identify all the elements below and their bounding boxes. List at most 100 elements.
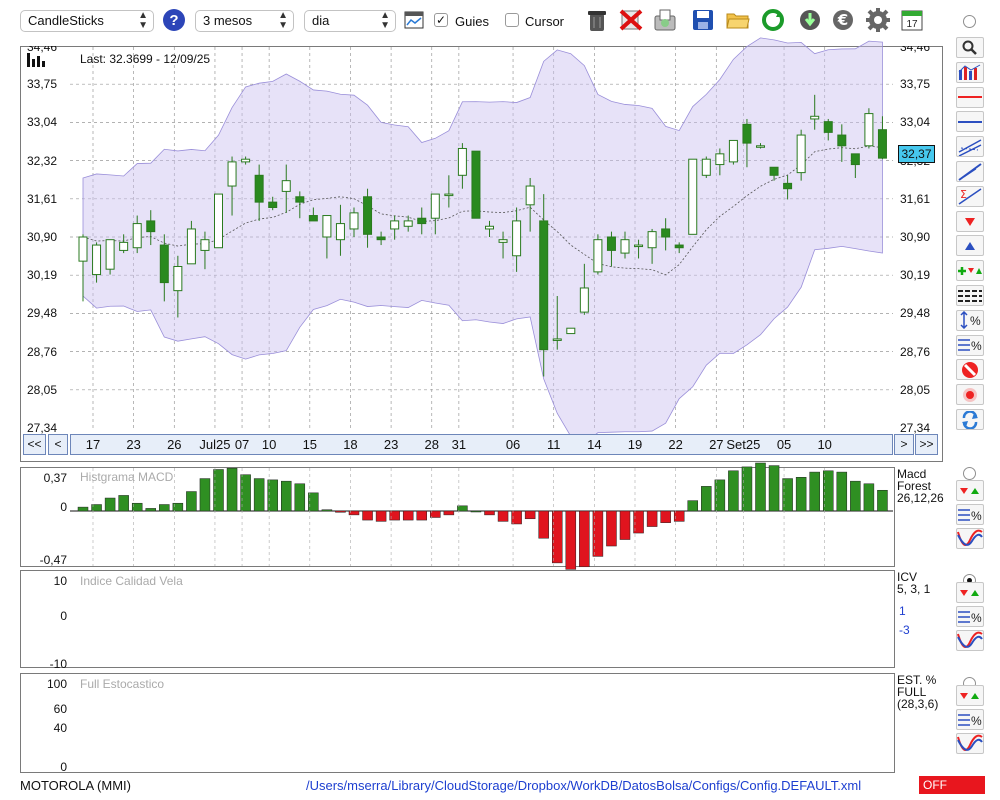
off-badge-label: OFF xyxy=(923,778,947,792)
svg-text:?: ? xyxy=(169,12,178,29)
date-tick-label: 23 xyxy=(126,437,141,452)
candle-body xyxy=(417,217,427,225)
candle-body xyxy=(254,174,264,203)
interval-value: dia xyxy=(312,13,330,28)
off-badge[interactable]: OFF xyxy=(919,776,985,794)
nav-prev-button[interactable]: < xyxy=(48,434,68,455)
percent-lines-icon[interactable]: % xyxy=(956,709,984,730)
date-tick-label: 15 xyxy=(302,437,318,452)
macd-bar xyxy=(579,510,590,568)
import-icon[interactable] xyxy=(652,7,678,33)
icv-y-top: 10 xyxy=(53,574,67,588)
price-y-label-right: 27,34 xyxy=(900,421,931,435)
lines-grid-icon[interactable] xyxy=(956,285,984,306)
macd-panel-radio[interactable] xyxy=(963,467,976,480)
cursor-checkbox[interactable] xyxy=(505,13,519,27)
up-down-arrows-icon[interactable] xyxy=(956,480,984,501)
price-y-label-left: 28,05 xyxy=(26,382,57,397)
macd-bar xyxy=(172,502,184,512)
candle-body xyxy=(674,244,684,249)
download-icon[interactable] xyxy=(797,7,823,33)
arrow-up-blue-icon[interactable] xyxy=(956,235,984,257)
date-axis-bar[interactable] xyxy=(70,434,893,455)
percent-lines-icon[interactable]: % xyxy=(956,606,984,627)
stoch-label-3: (28,3,6) xyxy=(897,697,939,711)
horizontal-line-blue-icon[interactable] xyxy=(956,111,984,133)
macd-bar xyxy=(104,497,116,512)
no-entry-icon[interactable] xyxy=(956,359,984,381)
candle-body xyxy=(119,241,129,251)
svg-text:€: € xyxy=(837,11,848,29)
macd-bar xyxy=(199,478,211,512)
period-select[interactable]: 3 mesos ▲ ▼ xyxy=(195,10,294,32)
channel-icon[interactable] xyxy=(956,136,984,158)
zoom-icon[interactable] xyxy=(956,37,984,58)
price-y-label-left: 32,32 xyxy=(26,153,57,168)
interval-select[interactable]: dia ▲ ▼ xyxy=(304,10,396,32)
nav-last-button[interactable]: >> xyxy=(915,434,938,455)
macd-bar xyxy=(470,510,482,513)
open-folder-icon[interactable] xyxy=(725,7,751,33)
config-path-link[interactable]: /Users/mserra/Library/CloudStorage/Dropb… xyxy=(306,778,862,793)
up-down-arrows-icon[interactable] xyxy=(956,582,984,603)
trendline-icon[interactable] xyxy=(956,161,984,182)
macd-bar xyxy=(606,510,617,547)
swap-icon[interactable] xyxy=(956,409,984,430)
candle-body xyxy=(810,115,820,120)
arrow-down-red-icon[interactable] xyxy=(956,210,984,232)
chevron-updown-icon: ▲ ▼ xyxy=(138,10,148,31)
percent-scale-icon[interactable]: % xyxy=(956,309,984,331)
refresh-icon[interactable] xyxy=(760,7,786,33)
volume-bars-icon[interactable] xyxy=(956,61,984,83)
macd-bar xyxy=(877,489,888,512)
price-y-label-left: 31,61 xyxy=(26,191,57,206)
price-tag-value: 32,37 xyxy=(901,147,932,161)
guides-checkbox[interactable]: ✓ xyxy=(434,13,448,27)
help-icon[interactable]: ? xyxy=(161,7,187,33)
date-tick-label: 17 xyxy=(85,437,101,452)
price-y-label-right: 33,75 xyxy=(900,77,931,92)
euro-icon[interactable]: € xyxy=(830,7,856,33)
main-panel-radio[interactable] xyxy=(963,15,976,28)
macd-bar xyxy=(267,479,278,512)
chart-type-select[interactable]: CandleSticks ▲ ▼ xyxy=(20,10,154,32)
nav-first-button[interactable]: << xyxy=(23,434,46,455)
percent-lines-icon[interactable]: % xyxy=(956,504,984,525)
save-disk-icon[interactable] xyxy=(690,7,716,33)
oscillator-curve-icon[interactable] xyxy=(956,630,984,651)
trash-icon[interactable] xyxy=(584,7,610,33)
oscillator-curve-icon[interactable] xyxy=(956,528,984,549)
candle-body xyxy=(105,239,115,270)
macd-bar xyxy=(294,483,306,512)
macd-bar xyxy=(118,495,129,512)
stoch-y-100: 100 xyxy=(46,677,67,691)
stochastic-panel[interactable] xyxy=(20,673,895,773)
candle-body xyxy=(823,121,833,133)
price-y-label-right: 30,19 xyxy=(900,268,931,283)
plus-arrows-icon[interactable] xyxy=(956,260,984,282)
candle-body xyxy=(376,236,386,241)
delete-x-icon[interactable] xyxy=(618,7,644,33)
macd-bar xyxy=(402,510,414,521)
percent-lines-icon[interactable]: % xyxy=(956,334,984,356)
chart-window-icon[interactable] xyxy=(401,7,427,33)
candle-body xyxy=(92,244,102,276)
price-chart-panel[interactable] xyxy=(20,46,943,462)
price-y-label-left: 30,90 xyxy=(26,230,57,244)
oscillator-curve-icon[interactable] xyxy=(956,733,984,754)
nav-next-button[interactable]: > xyxy=(894,434,914,455)
macd-label-1: Macd xyxy=(897,467,927,481)
macd-bar xyxy=(430,510,441,518)
record-icon[interactable] xyxy=(956,384,984,406)
macd-bar xyxy=(524,510,536,520)
calendar-icon[interactable]: 17 xyxy=(899,7,925,33)
horizontal-line-red-icon[interactable] xyxy=(956,86,984,108)
icv-panel[interactable] xyxy=(20,570,895,668)
gear-icon[interactable] xyxy=(865,7,891,33)
price-chart xyxy=(70,37,893,444)
price-y-label-right: 30,90 xyxy=(900,230,931,244)
up-down-arrows-icon[interactable] xyxy=(956,685,984,706)
fibo-sigma-icon[interactable]: Σ xyxy=(956,185,984,207)
svg-text:%: % xyxy=(971,714,982,728)
candle-body xyxy=(430,193,440,219)
